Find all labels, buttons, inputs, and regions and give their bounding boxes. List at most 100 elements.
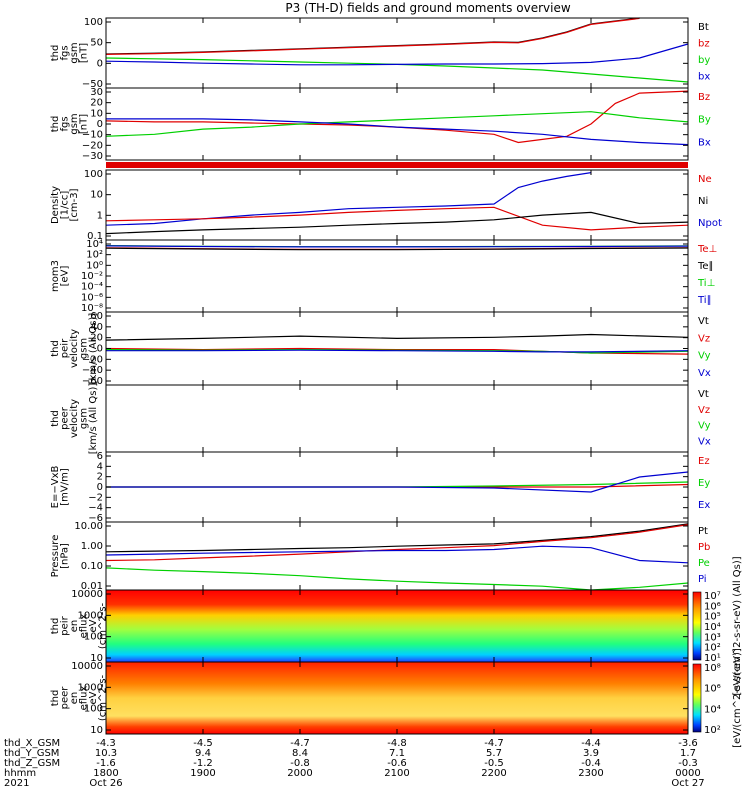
- ytick-label: −50: [82, 79, 103, 90]
- panel-frame: [105, 87, 689, 161]
- legend-entry: Bz: [698, 92, 710, 103]
- ylabel-line: thd: [50, 690, 61, 707]
- series-Pb-line: [105, 524, 689, 562]
- panel-frame: [105, 384, 689, 453]
- ytick-label: −2: [88, 492, 103, 503]
- ylabel-line: [1/cc]: [60, 191, 71, 220]
- ylabel-line: E=−VxB: [50, 466, 61, 509]
- panel-frame: [105, 239, 689, 313]
- ylabel-line: velocity: [69, 399, 80, 438]
- ylabel-line: [km/s (All Qs)]: [88, 383, 99, 455]
- legend-entry: Pb: [698, 542, 710, 553]
- ephem-y_gsm-value: 1.7: [680, 748, 696, 759]
- ylabel-line: en: [69, 620, 80, 633]
- ytick-label: 10000: [71, 589, 103, 600]
- ytick-label: 30: [90, 87, 103, 98]
- ytick-label: 20: [90, 98, 103, 109]
- legend-entry: Bt: [698, 22, 709, 33]
- ytick-label: 10: [90, 108, 103, 119]
- ylabel-line: [nT]: [79, 43, 90, 63]
- legend-entry: Vz: [698, 333, 710, 344]
- legend-entry: Bx: [698, 137, 711, 148]
- ylabel-line: [km/s (All Qs)]: [88, 313, 99, 385]
- ephem-row-label: 2021: [4, 778, 29, 789]
- ylabel-line: peer: [60, 686, 71, 710]
- ephem-z_gsm-value: -1.2: [193, 758, 213, 769]
- legend-entry: Vt: [698, 316, 709, 327]
- ylabel-line: eflux: [79, 614, 90, 639]
- ylabel-line: [eV]: [60, 266, 71, 287]
- ylabel-line: gsm: [69, 113, 80, 134]
- ylabel-line: thd: [50, 45, 61, 62]
- spectrogram-image: [106, 662, 688, 734]
- ylabel-line: (cm^2-s-: [98, 674, 109, 721]
- series-Pi-line: [105, 545, 689, 564]
- legend-entry: bz: [698, 39, 710, 50]
- series-bx-line: [105, 43, 689, 66]
- ytick-label: 0: [97, 482, 103, 493]
- panel-frame: [105, 311, 689, 386]
- ephem-x_gsm-value: -4.3: [96, 738, 116, 749]
- legend-entry: Ex: [698, 500, 710, 511]
- ylabel-line: peer: [60, 406, 71, 430]
- legend-entry: Te⊥: [697, 244, 717, 255]
- ephem-y_gsm-value: 5.7: [486, 748, 502, 759]
- ephem-z_gsm-value: -1.6: [96, 758, 116, 769]
- ephem-hhmm-value: 2200: [481, 768, 506, 779]
- ytick-label: −30: [82, 151, 103, 162]
- ytick-label: 100: [84, 169, 103, 180]
- ephem-dates-value: Oct 26: [89, 778, 122, 789]
- panel-peir_eflux: thdpeirenefluxeV(cm^2-s-sr-eV)10⁷10⁶10⁵1…: [50, 556, 743, 695]
- legend-entry: Ni: [698, 196, 708, 207]
- ytick-label: 0.01: [81, 581, 103, 592]
- series-Bz-line: [105, 90, 689, 144]
- ephem-row-label: thd_X_GSM: [4, 738, 60, 749]
- ephem-hhmm-value: 1900: [190, 768, 215, 779]
- legend-entry: bx: [698, 72, 710, 83]
- colorbar-tick-label: 10⁸: [704, 663, 721, 674]
- colorbar-tick-label: 10⁴: [704, 704, 721, 715]
- series-Pt-line: [105, 523, 689, 553]
- ytick-label: 10: [90, 725, 103, 736]
- ytick-label: 0: [97, 119, 103, 130]
- colorbar: [692, 591, 702, 661]
- series-Ex-line: [106, 471, 689, 493]
- legend-entry: Vz: [698, 405, 710, 416]
- ytick-label: 10⁻²: [81, 271, 103, 282]
- ylabel-line: gsm: [79, 338, 90, 359]
- ephem-z_gsm-value: -0.8: [290, 758, 310, 769]
- colorbar-label: [eV/(cm^2-s-sr-eV)]: [732, 648, 743, 748]
- ephem-hhmm-value: 0000: [675, 768, 700, 779]
- ephem-y_gsm-value: 9.4: [195, 748, 211, 759]
- ylabel-line: fgs: [60, 45, 71, 60]
- legend-entry: Ti⊥: [697, 278, 715, 289]
- ytick-label: 1000: [78, 610, 103, 621]
- ytick-label: 10000: [71, 661, 103, 672]
- legend-entry: Pe: [698, 558, 710, 569]
- ylabel-line: en: [69, 692, 80, 705]
- ytick-label: 4: [97, 461, 103, 472]
- legend-entry: By: [698, 115, 711, 126]
- legend-entry: Ey: [698, 478, 710, 489]
- ylabel-line: fgs: [60, 116, 71, 131]
- ytick-label: −40: [82, 365, 103, 376]
- quality-flag-bar: [106, 162, 688, 168]
- ephem-y_gsm-value: 3.9: [583, 748, 599, 759]
- ylabel-line: [cm-3]: [69, 188, 80, 221]
- ytick-label: 50: [90, 38, 103, 49]
- ytick-label: 10⁰: [86, 260, 103, 271]
- colorbar-tick-label: 10¹: [704, 653, 721, 664]
- ylabel-line: thd: [50, 340, 61, 357]
- ytick-label: 10.00: [74, 521, 103, 532]
- ytick-label: 60: [90, 311, 103, 322]
- ytick-label: −6: [88, 513, 103, 524]
- ytick-label: 6: [97, 451, 103, 462]
- ephem-y_gsm-value: 7.1: [389, 748, 405, 759]
- legend-entry: Vx: [698, 436, 711, 447]
- ephem-hhmm-value: 2000: [287, 768, 312, 779]
- ytick-label: 0.10: [81, 561, 103, 572]
